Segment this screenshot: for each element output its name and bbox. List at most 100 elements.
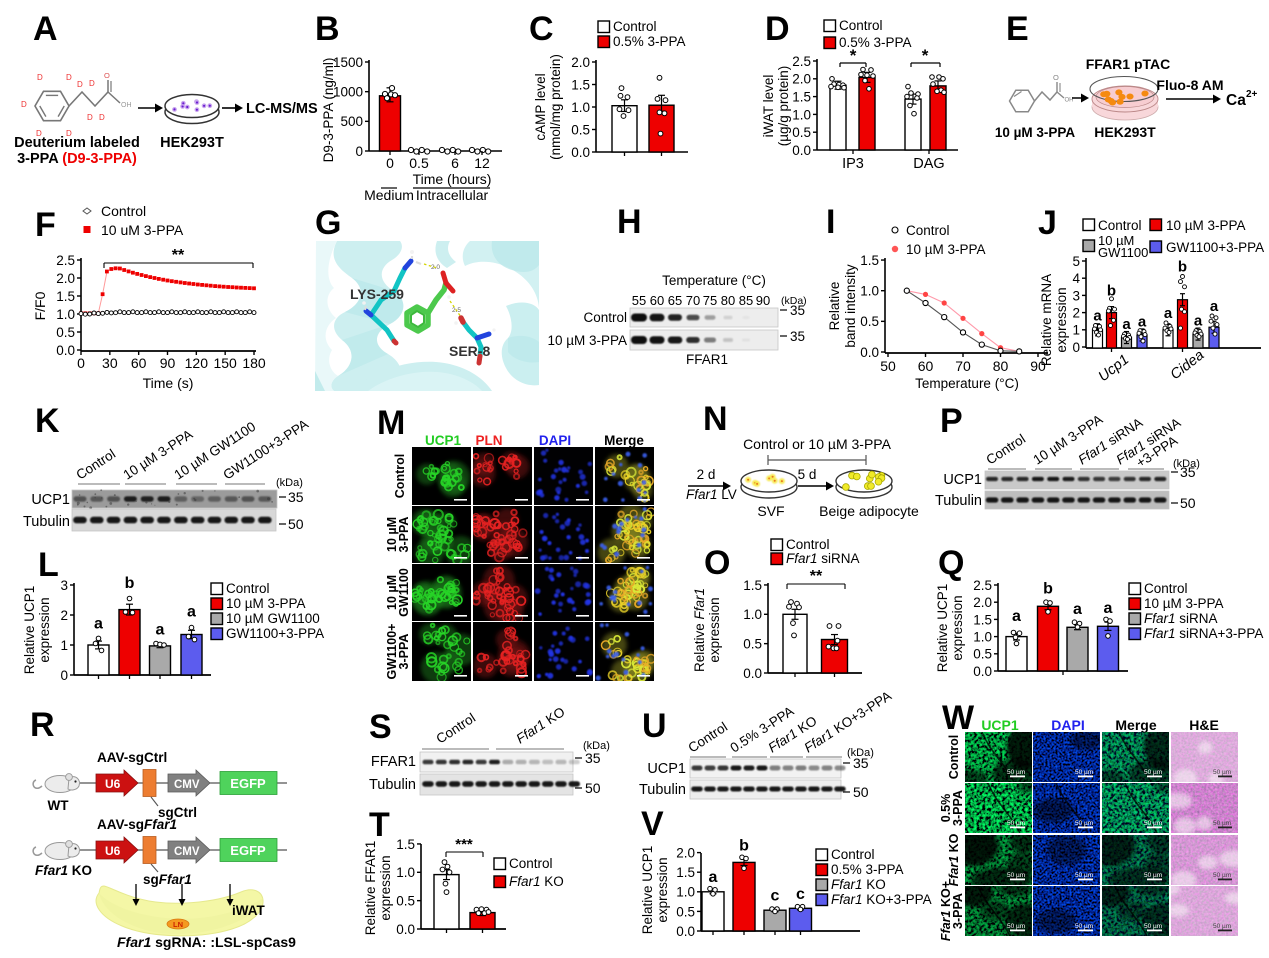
svg-text:0: 0 (386, 155, 394, 171)
svg-text:1.5: 1.5 (792, 89, 811, 104)
svg-text:Control: Control (393, 454, 407, 498)
svg-text:Time (hours): Time (hours) (413, 171, 492, 187)
svg-text:a: a (1073, 601, 1082, 618)
svg-text:sgCtrl: sgCtrl (158, 805, 197, 820)
svg-text:1.0: 1.0 (792, 107, 811, 122)
svg-text:3: 3 (60, 578, 68, 593)
svg-text:Control: Control (1098, 218, 1142, 233)
svg-text:Ffar1 KO: Ffar1 KO (831, 877, 886, 892)
svg-text:0: 0 (355, 144, 363, 159)
svg-text:50 µm: 50 µm (1007, 872, 1025, 879)
svg-text:2.5: 2.5 (792, 54, 811, 69)
svg-text:**: ** (172, 247, 185, 264)
svg-text:Ffar1 siRNA+3-PPA: Ffar1 siRNA+3-PPA (1144, 626, 1263, 641)
svg-text:c: c (771, 887, 780, 904)
svg-text:Control: Control (831, 847, 875, 862)
svg-text:10 µM 3-PPA: 10 µM 3-PPA (1166, 218, 1246, 233)
svg-text:0.0: 0.0 (973, 664, 992, 679)
svg-text:U6: U6 (105, 777, 121, 791)
svg-text:AAV-sgFfar1: AAV-sgFfar1 (97, 817, 177, 832)
svg-text:Merge: Merge (1115, 717, 1156, 733)
svg-text:(nmol/mg protein): (nmol/mg protein) (548, 54, 563, 160)
svg-text:60: 60 (131, 355, 147, 371)
svg-text:D: D (77, 80, 83, 89)
svg-text:35: 35 (1180, 464, 1196, 480)
svg-text:Time (s): Time (s) (143, 375, 194, 391)
svg-text:C: C (529, 10, 554, 48)
svg-text:50 µm: 50 µm (1213, 923, 1231, 930)
svg-text:65: 65 (668, 293, 682, 308)
svg-text:T: T (369, 806, 390, 844)
svg-text:D: D (36, 129, 42, 138)
svg-text:O: O (104, 71, 110, 80)
svg-text:0.5% 3-PPA: 0.5% 3-PPA (613, 34, 686, 49)
svg-text:Ffar1 siRNA: Ffar1 siRNA (786, 551, 860, 566)
svg-text:0.0: 0.0 (792, 143, 811, 158)
svg-text:a: a (156, 622, 165, 639)
svg-text:E: E (1006, 10, 1029, 48)
svg-text:1.0: 1.0 (396, 865, 415, 880)
svg-text:FFAR1: FFAR1 (371, 754, 416, 770)
svg-text:50 µm: 50 µm (1007, 820, 1025, 827)
svg-text:Relative UCP1: Relative UCP1 (22, 586, 37, 675)
svg-text:50 µm: 50 µm (1075, 923, 1093, 930)
svg-text:LN: LN (173, 920, 183, 929)
svg-text:50 µm: 50 µm (1213, 872, 1231, 879)
svg-text:EGFP: EGFP (230, 843, 266, 858)
svg-text:2.0: 2.0 (676, 845, 695, 860)
svg-text:expression: expression (950, 595, 965, 660)
svg-text:10 µM: 10 µM (385, 575, 399, 610)
svg-text:Fluo-8 AM: Fluo-8 AM (1156, 77, 1223, 93)
svg-text:90: 90 (756, 293, 770, 308)
svg-text:50 µm: 50 µm (1144, 820, 1162, 827)
svg-text:1.5: 1.5 (56, 289, 75, 304)
svg-text:1: 1 (1072, 323, 1080, 338)
svg-text:10 uM 3-PPA: 10 uM 3-PPA (101, 222, 184, 238)
svg-text:(kDa): (kDa) (276, 477, 303, 489)
svg-text:4: 4 (1072, 271, 1080, 286)
svg-text:35: 35 (853, 755, 869, 771)
svg-text:a: a (709, 869, 718, 886)
svg-text:(kDa): (kDa) (583, 740, 610, 752)
svg-text:500: 500 (340, 114, 363, 129)
svg-text:B: B (315, 10, 340, 48)
svg-text:50 µm: 50 µm (1213, 769, 1231, 776)
svg-text:2 d: 2 d (697, 467, 716, 482)
svg-text:S: S (369, 708, 392, 746)
svg-text:85: 85 (739, 293, 753, 308)
svg-text:3-PPA: 3-PPA (397, 517, 411, 553)
svg-text:FFAR1 pTAC: FFAR1 pTAC (1086, 56, 1171, 72)
svg-text:b: b (125, 575, 135, 592)
svg-text:50 µm: 50 µm (1075, 820, 1093, 827)
svg-text:b: b (1107, 282, 1116, 299)
svg-text:M: M (377, 404, 405, 442)
svg-text:HEK293T: HEK293T (160, 135, 224, 151)
svg-text:D: D (765, 10, 790, 48)
svg-text:expression: expression (707, 597, 722, 662)
svg-text:Control: Control (786, 537, 830, 552)
svg-text:cAMP level: cAMP level (533, 73, 548, 140)
svg-text:0: 0 (60, 668, 68, 683)
svg-text:UCP1: UCP1 (943, 472, 982, 488)
svg-text:expression: expression (1054, 287, 1069, 352)
svg-text:70: 70 (686, 293, 700, 308)
svg-text:0.5: 0.5 (396, 894, 415, 909)
svg-text:F: F (35, 206, 56, 244)
svg-text:3-PPA: 3-PPA (397, 634, 411, 670)
svg-text:50: 50 (853, 784, 869, 800)
svg-text:35: 35 (790, 303, 805, 318)
svg-text:3-PPA: 3-PPA (951, 893, 965, 929)
svg-text:0.5: 0.5 (973, 647, 992, 662)
svg-text:IP3: IP3 (842, 156, 864, 172)
svg-text:Q: Q (938, 544, 964, 582)
svg-text:10 µM 3-PPA: 10 µM 3-PPA (226, 596, 306, 611)
svg-text:1.0: 1.0 (56, 307, 75, 322)
svg-text:GW1100+3-PPA: GW1100+3-PPA (226, 626, 324, 641)
svg-text:b: b (1178, 258, 1187, 275)
svg-text:0.0: 0.0 (676, 924, 695, 939)
svg-text:P: P (940, 402, 963, 440)
svg-text:0: 0 (77, 355, 85, 371)
svg-text:iWAT: iWAT (232, 903, 265, 918)
svg-text:GW1100: GW1100 (1098, 245, 1148, 260)
svg-text:a: a (1138, 313, 1147, 330)
